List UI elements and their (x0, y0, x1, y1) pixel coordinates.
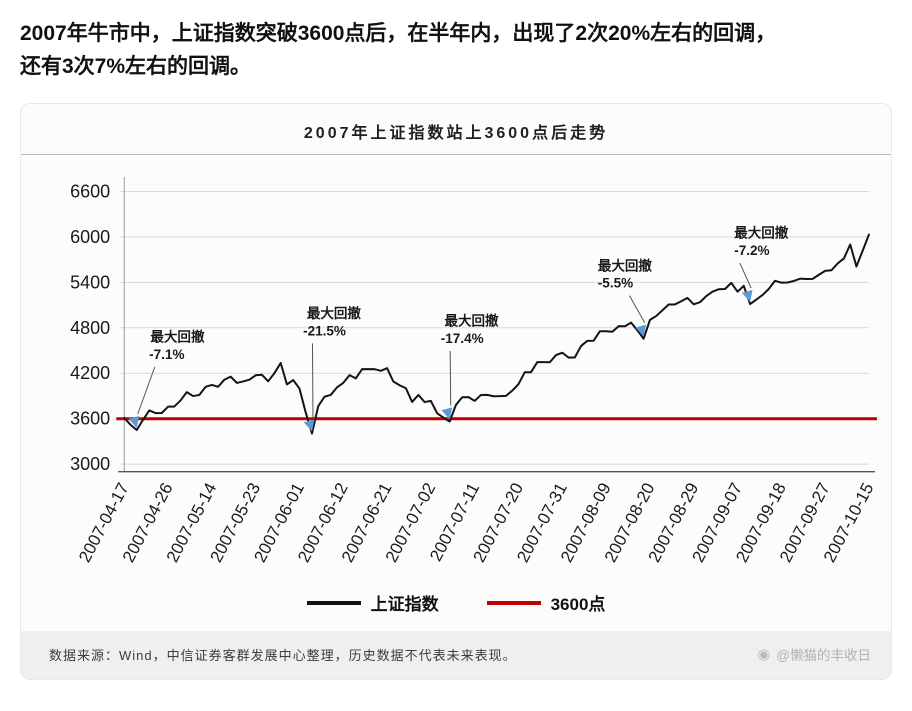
headline-line2: 还有3次7%左右的回调。 (20, 54, 252, 78)
annotation-pct: -7.2% (734, 243, 769, 258)
annotation-pct: -21.5% (303, 324, 346, 339)
annotation-connector (629, 295, 646, 324)
y-tick-label: 5400 (70, 272, 110, 292)
drawdown-marker-icon (441, 407, 453, 420)
legend: 上证指数 3600点 (21, 590, 891, 631)
y-tick-label: 6600 (70, 182, 110, 202)
legend-item-index: 上证指数 (306, 590, 439, 615)
annotation-connector (137, 366, 156, 415)
y-tick-label: 3600 (70, 409, 110, 429)
headline-line1: 2007年牛市中，上证指数突破3600点后，在半年内，出现了2次20%左右的回调… (20, 22, 777, 45)
line-chart: 30003600420048005400600066002007-04-1720… (70, 177, 878, 566)
y-tick-label: 6000 (70, 227, 110, 247)
drawdown-marker-icon (741, 290, 753, 303)
chart-footer: 数据来源：Wind，中信证券客群发展中心整理，历史数据不代表未来表现。 ◉ @懒… (21, 631, 891, 680)
y-tick-label: 4800 (70, 318, 110, 338)
annotation-pct: -5.5% (598, 276, 633, 291)
y-tick-label: 3000 (70, 454, 110, 474)
legend-swatch-index (306, 600, 361, 605)
page-title: 2007年牛市中，上证指数突破3600点后，在半年内，出现了2次20%左右的回调… (20, 18, 892, 83)
legend-label-baseline: 3600点 (550, 595, 606, 615)
chart-area: 3000 3600 4200 4800 5400 6000 6600 2007-04-17 20… (21, 155, 891, 590)
legend-label-index: 上证指数 (370, 595, 439, 615)
drawdown-marker-icon (303, 419, 315, 432)
annotation-connector (311, 343, 314, 418)
annotation-label: 最大回撤 (444, 313, 499, 329)
annotation-connector (739, 262, 752, 289)
chart-card: 2007年上证指数站上3600点后走势 3000 3600 4200 4800 5400… (20, 103, 892, 681)
annotation-connector (449, 351, 452, 406)
annotation-label: 最大回撤 (307, 305, 362, 321)
annotation-label: 最大回撤 (598, 257, 653, 273)
y-tick-label: 4200 (70, 363, 110, 383)
watermark-text: @懒猫的丰收日 (776, 648, 871, 664)
legend-item-baseline: 3600点 (486, 590, 606, 615)
data-source-text: 数据来源：Wind，中信证券客群发展中心整理，历史数据不代表未来表现。 (49, 647, 517, 663)
drawdown-marker-icon (128, 416, 140, 429)
annotation-pct: -7.1% (149, 347, 184, 362)
drawdown-marker-icon (635, 324, 647, 337)
annotation-label: 最大回撤 (150, 329, 205, 345)
watermark-logo-icon: ◉ (757, 645, 771, 663)
watermark: ◉ @懒猫的丰收日 (757, 644, 871, 664)
index-line (123, 233, 870, 435)
annotation-label: 最大回撤 (734, 225, 789, 241)
chart-title: 2007年上证指数站上3600点后走势 (21, 104, 891, 156)
legend-swatch-baseline (486, 600, 541, 605)
annotation-pct: -17.4% (441, 331, 484, 346)
page: 2007年牛市中，上证指数突破3600点后，在半年内，出现了2次20%左右的回调… (20, 18, 892, 681)
